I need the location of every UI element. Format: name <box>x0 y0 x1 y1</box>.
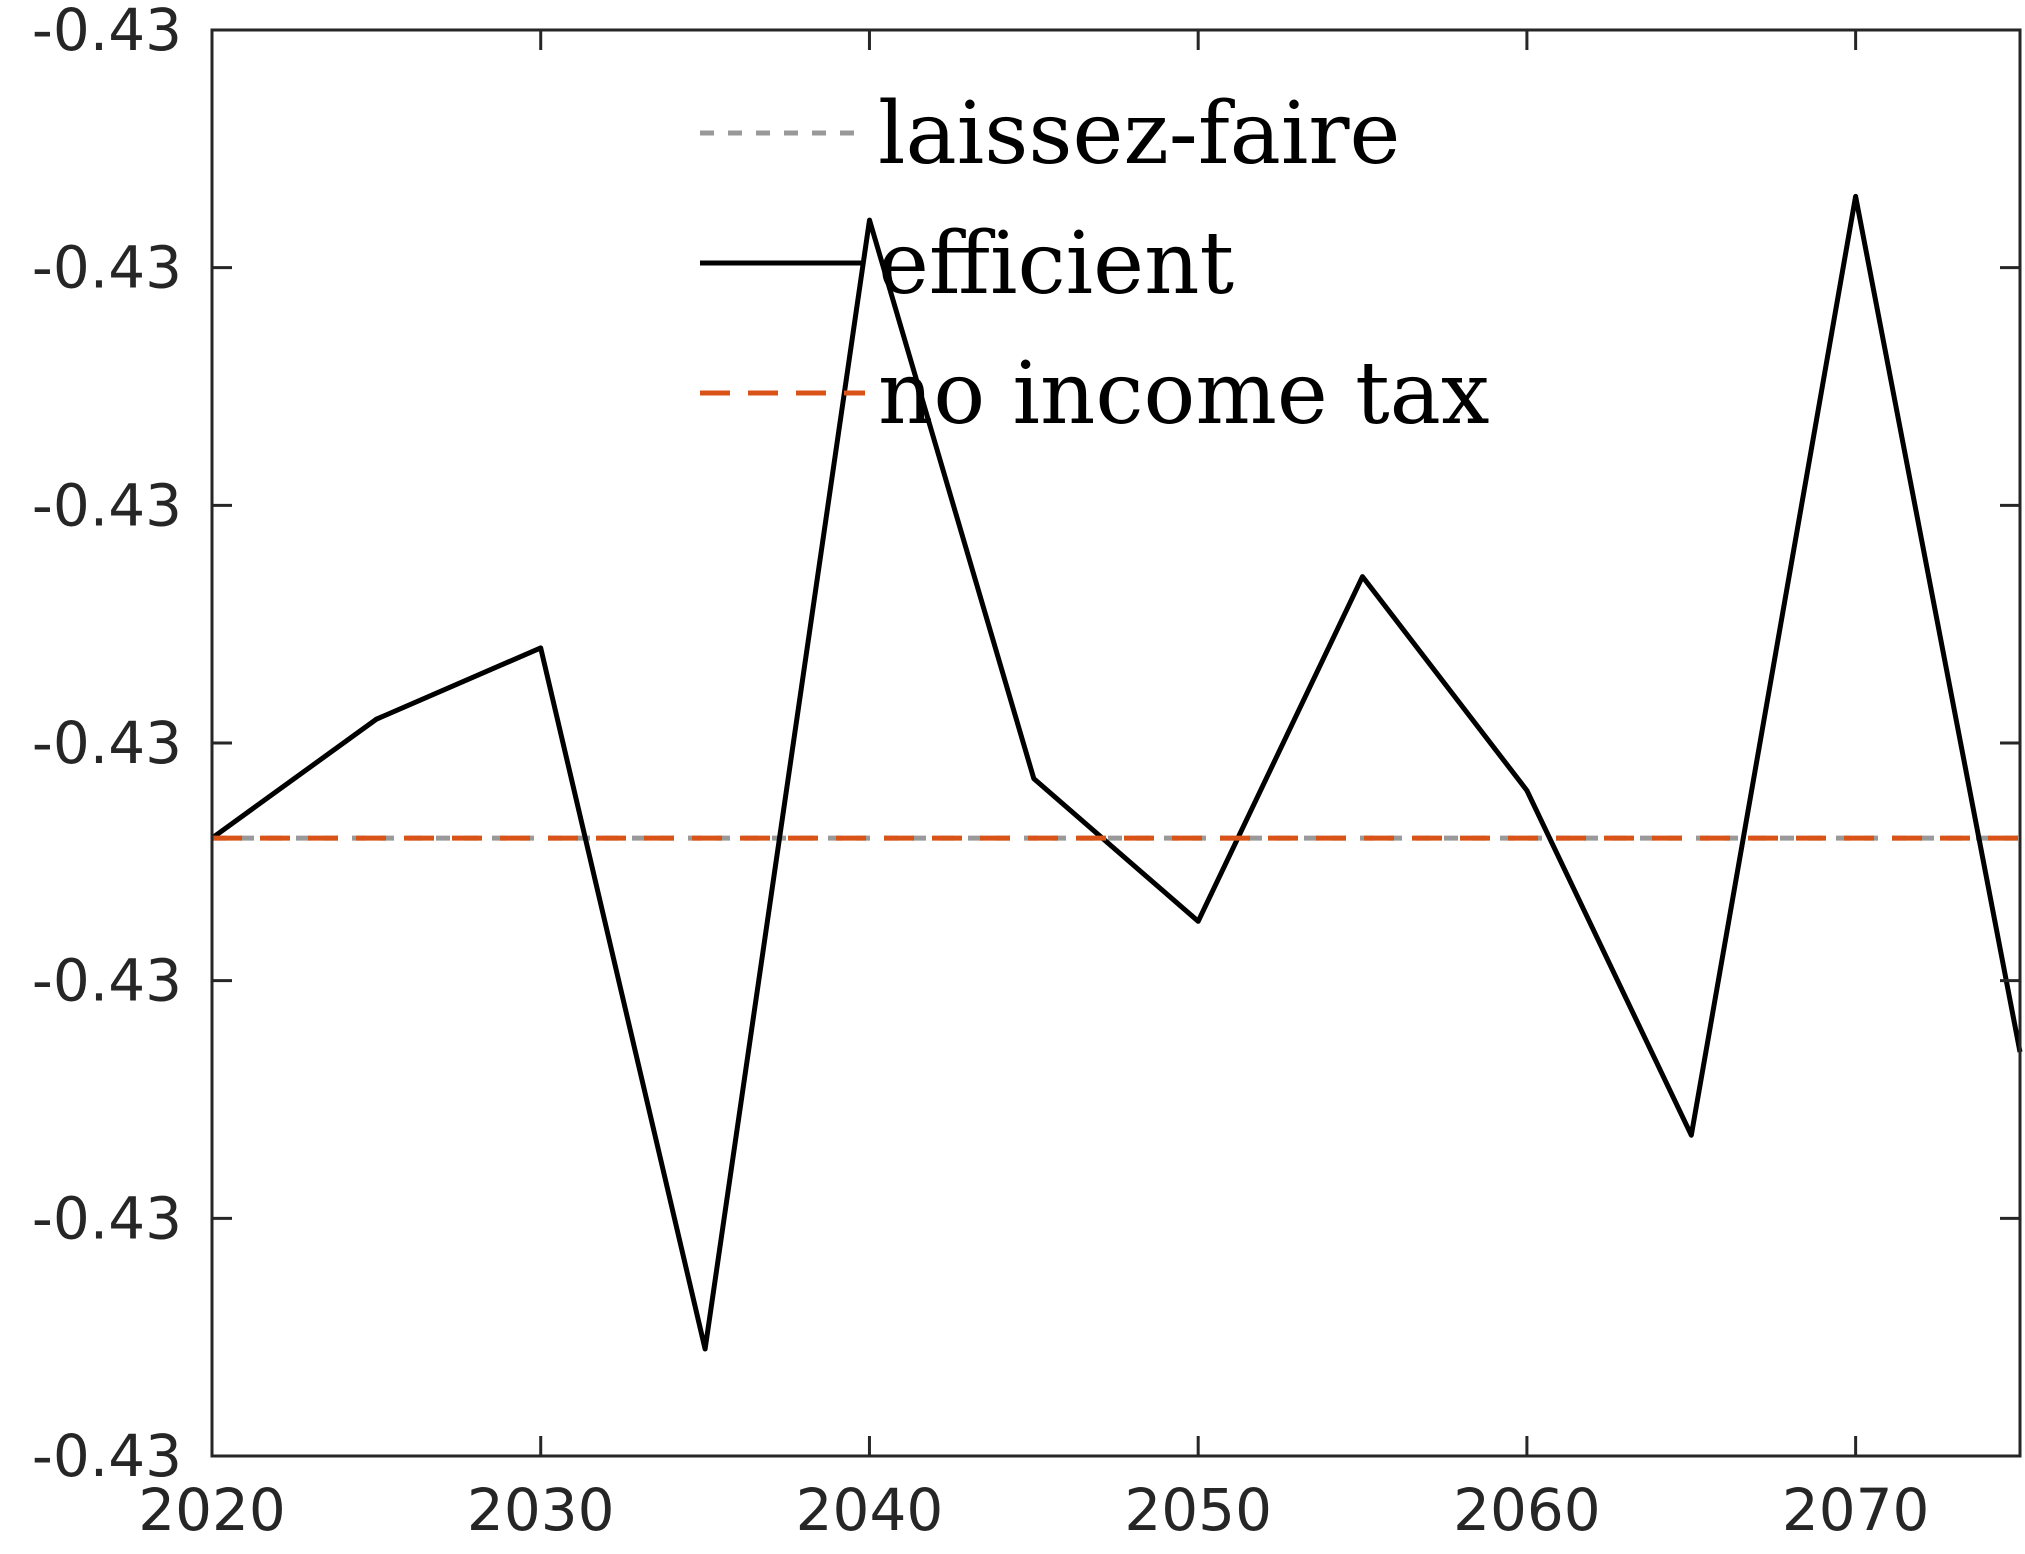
legend-label-no-income-tax: no income tax <box>878 344 1489 444</box>
axis-ticks: 2020 2030 2040 2050 2060 2070 -0.43 -0.43 -0.43 -… <box>32 0 2020 1544</box>
y-tick-label: -0.43 <box>32 0 182 64</box>
x-tick-label: 2050 <box>1124 1476 1272 1544</box>
series-layer <box>210 193 2023 1352</box>
y-tick-label: -0.43 <box>32 709 182 777</box>
legend: laissez-faire efficient no income tax <box>700 84 1489 444</box>
y-tick-label: -0.43 <box>32 1422 182 1490</box>
x-tick-label: 2060 <box>1453 1476 1601 1544</box>
y-tick-label: -0.43 <box>32 234 182 302</box>
x-tick-label: 2040 <box>796 1476 944 1544</box>
x-tick-label: 2020 <box>138 1476 286 1544</box>
x-tick-label: 2030 <box>467 1476 615 1544</box>
y-tick-label: -0.43 <box>32 1184 182 1252</box>
y-tick-label: -0.43 <box>32 471 182 539</box>
x-tick-label: 2070 <box>1782 1476 1930 1544</box>
legend-label-efficient: efficient <box>878 214 1234 314</box>
legend-label-laissez-faire: laissez-faire <box>878 84 1400 184</box>
series-line-efficient <box>210 193 2023 1352</box>
y-tick-label: -0.43 <box>32 947 182 1015</box>
